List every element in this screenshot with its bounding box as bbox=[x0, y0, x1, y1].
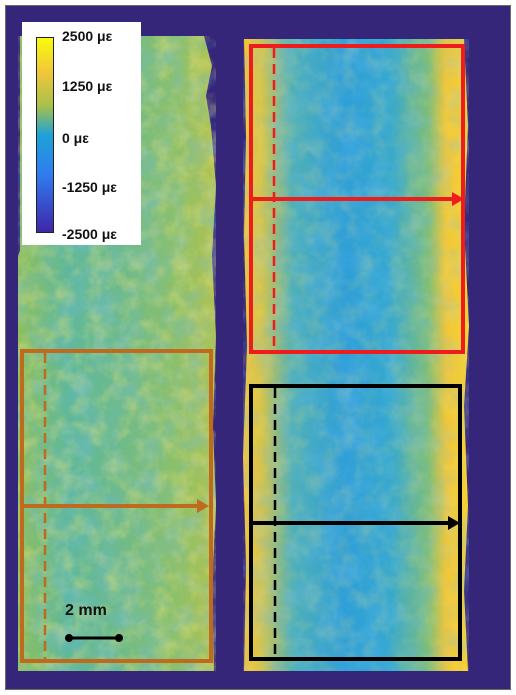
region-right-bottom bbox=[249, 384, 462, 661]
region-left-bottom bbox=[20, 349, 213, 663]
arrow-head-red bbox=[452, 192, 464, 206]
colorbar-label-high: 1250 με bbox=[62, 78, 113, 94]
region-right-top bbox=[249, 44, 465, 354]
scale-bar bbox=[65, 634, 123, 642]
arrow-head-black bbox=[448, 516, 460, 530]
colorbar-label-min: -2500 με bbox=[62, 226, 117, 242]
right-specimen-texture-2 bbox=[243, 39, 469, 671]
colorbar bbox=[36, 37, 54, 233]
scale-bar-label: 2 mm bbox=[65, 602, 107, 619]
arrow-head-orange bbox=[197, 499, 209, 513]
colorbar-label-zero: 0 με bbox=[62, 130, 89, 146]
colorbar-label-max: 2500 με bbox=[62, 28, 113, 44]
strain-map-figure: 2500 με 1250 με 0 με -1250 με -2500 με 2… bbox=[5, 5, 511, 690]
colorbar-label-low: -1250 με bbox=[62, 179, 117, 195]
